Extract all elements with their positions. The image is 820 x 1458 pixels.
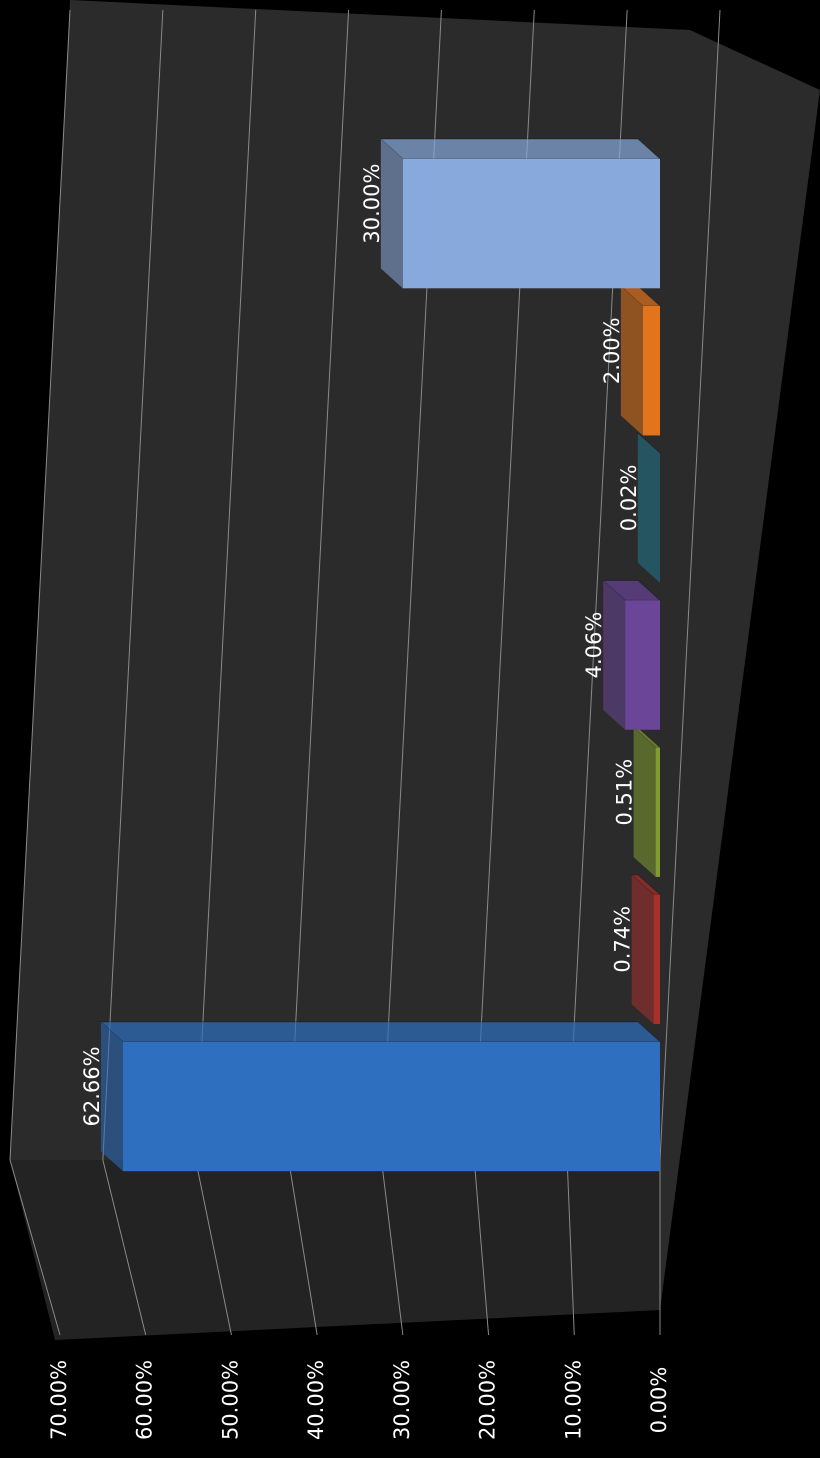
bar-top bbox=[379, 138, 662, 160]
floor-grid-line bbox=[102, 1159, 147, 1336]
back-wall bbox=[10, 0, 820, 1310]
bar-side bbox=[633, 727, 656, 877]
bar bbox=[122, 1041, 660, 1172]
grid-line bbox=[102, 9, 164, 1161]
bar bbox=[642, 305, 660, 436]
bar-side bbox=[637, 433, 660, 583]
y-tick-label: 70.00% bbox=[47, 1360, 71, 1440]
data-label: 4.06% bbox=[582, 612, 606, 679]
bar bbox=[625, 600, 660, 730]
y-tick-label: 60.00% bbox=[133, 1360, 157, 1440]
floor-grid-line bbox=[473, 1159, 490, 1336]
floor-grid-line bbox=[288, 1159, 318, 1336]
data-label: 2.00% bbox=[600, 317, 624, 384]
y-tick-label: 10.00% bbox=[561, 1360, 585, 1440]
grid-line bbox=[195, 9, 257, 1161]
y-tick-label: 30.00% bbox=[390, 1360, 414, 1440]
floor bbox=[10, 1160, 660, 1340]
grid-line bbox=[659, 9, 721, 1161]
bar-side bbox=[603, 580, 626, 730]
floor-grid-line bbox=[9, 1159, 61, 1336]
data-label: 62.66% bbox=[80, 1046, 104, 1126]
data-label: 0.02% bbox=[617, 464, 641, 531]
grid-line bbox=[288, 9, 350, 1161]
bar bbox=[402, 158, 660, 289]
bar-top bbox=[99, 1021, 662, 1043]
bar-side bbox=[631, 874, 654, 1025]
data-label: 30.00% bbox=[360, 164, 384, 244]
bar-side bbox=[380, 139, 403, 289]
bar-side bbox=[100, 1021, 123, 1172]
data-label: 0.51% bbox=[613, 759, 637, 826]
grid-line bbox=[9, 9, 71, 1161]
y-tick-label: 0.00% bbox=[647, 1367, 671, 1434]
floor-grid-line bbox=[566, 1159, 575, 1336]
bar bbox=[655, 747, 660, 877]
y-tick-label: 20.00% bbox=[476, 1360, 500, 1440]
data-label: 0.74% bbox=[611, 906, 635, 973]
bar-side bbox=[620, 286, 643, 436]
y-tick-label: 40.00% bbox=[304, 1360, 328, 1440]
bar bbox=[653, 894, 660, 1025]
floor-grid-line bbox=[195, 1159, 232, 1336]
floor-grid-line bbox=[380, 1159, 404, 1336]
y-tick-label: 50.00% bbox=[218, 1360, 242, 1440]
